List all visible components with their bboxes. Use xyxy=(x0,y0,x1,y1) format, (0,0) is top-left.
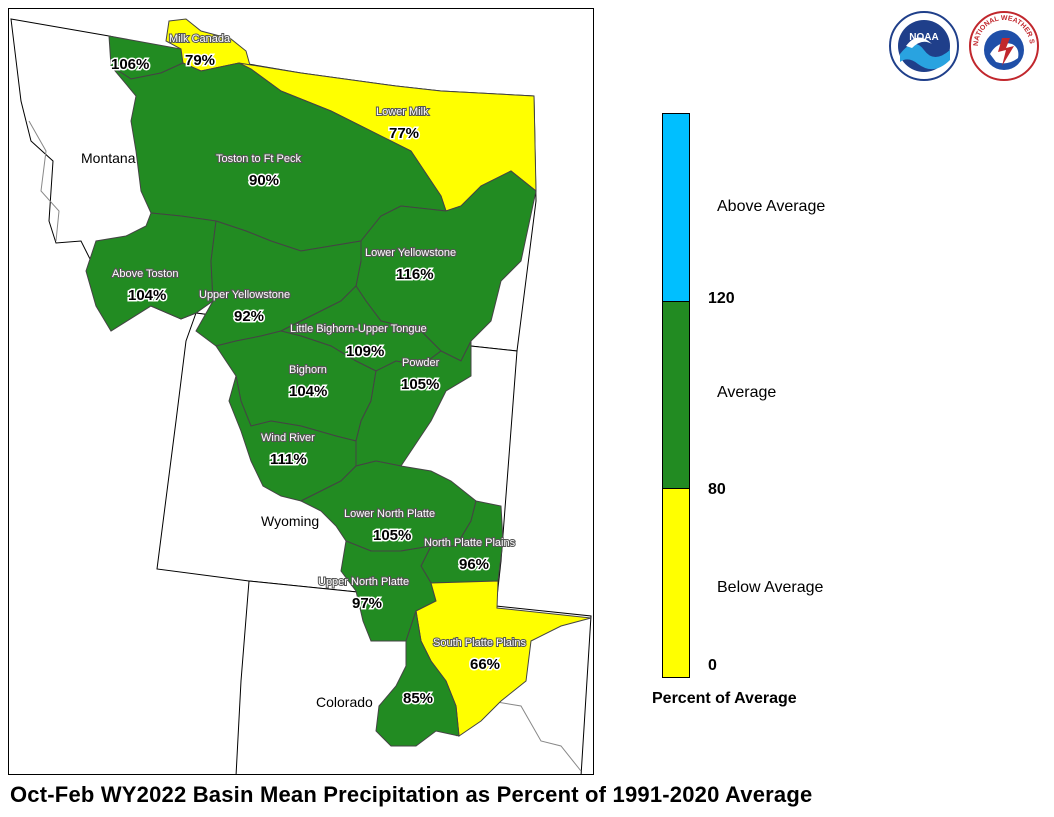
basins-layer xyxy=(85,18,592,747)
legend-above-swatch xyxy=(663,114,689,301)
basin-name-label: Upper North Platte xyxy=(318,576,409,588)
map-frame: Montana Wyoming Colorado 106% Milk Canad… xyxy=(8,8,594,775)
basin-pct-label: 105% xyxy=(373,527,411,544)
basin-pct-label: 104% xyxy=(128,287,166,304)
basin-pct-label: 105% xyxy=(401,376,439,393)
basin-polygon xyxy=(355,340,472,467)
basin-name-label: Toston to Ft Peck xyxy=(216,153,301,165)
noaa-logo: NOAA xyxy=(888,10,960,82)
basin-pct-label: 90% xyxy=(249,172,279,189)
basin-pct-label: 96% xyxy=(459,556,489,573)
legend-average-swatch xyxy=(663,301,689,489)
legend-label-below: Below Average xyxy=(717,579,824,596)
basin-pct-label: 77% xyxy=(389,125,419,142)
basin-polygon xyxy=(375,610,460,747)
basin-pct-label: 104% xyxy=(289,383,327,400)
state-label-wyoming: Wyoming xyxy=(261,513,319,529)
basin-map: Montana Wyoming Colorado 106% Milk Canad… xyxy=(10,18,592,774)
basin-pct-label: 116% xyxy=(396,266,434,283)
state-label-colorado: Colorado xyxy=(316,694,373,710)
basin-pct-label: 92% xyxy=(234,308,264,325)
nws-logo: NATIONAL WEATHER SERVICE xyxy=(965,5,1040,82)
legend-tick-120: 120 xyxy=(708,290,735,307)
basin-pct-label: 85% xyxy=(403,690,433,707)
legend-label-average: Average xyxy=(717,384,777,401)
basin-pct-label: 106% xyxy=(111,56,149,73)
basin-pct-label: 111% xyxy=(270,451,307,468)
basin-name-label: Lower North Platte xyxy=(344,508,435,520)
legend-tick-0: 0 xyxy=(708,657,717,674)
map-title: Oct-Feb WY2022 Basin Mean Precipitation … xyxy=(10,782,813,807)
basin-name-label: Powder xyxy=(402,357,440,369)
basin-name-label: North Platte Plains xyxy=(424,537,516,549)
basin-name-label: Wind River xyxy=(261,432,315,444)
basin-pct-label: 97% xyxy=(352,595,382,612)
basin-name-label: Above Toston xyxy=(112,268,178,280)
basin-pct-label: 79% xyxy=(185,52,215,69)
basin-name-label: Bighorn xyxy=(289,364,327,376)
basin-name-label: Milk Canada xyxy=(169,33,231,45)
legend-title: Percent of Average xyxy=(652,690,797,707)
legend-color-bar xyxy=(662,113,690,678)
basin-pct-label: 66% xyxy=(470,656,500,673)
noaa-logo-text: NOAA xyxy=(909,32,938,43)
basin-name-label: South Platte Plains xyxy=(433,637,526,649)
basin-pct-label: 109% xyxy=(346,343,384,360)
legend-tick-80: 80 xyxy=(708,481,726,498)
state-label-montana: Montana xyxy=(81,150,136,166)
basin-labels: 106% Milk Canada 79% Lower Milk 77% Tost… xyxy=(110,32,528,709)
basin-name-label: Lower Milk xyxy=(376,106,429,118)
basin-name-label: Upper Yellowstone xyxy=(199,289,290,301)
legend-label-above: Above Average xyxy=(717,198,826,215)
basin-name-label: Lower Yellowstone xyxy=(365,247,456,259)
legend-below-swatch xyxy=(663,489,689,677)
basin-name-label: Little Bighorn-Upper Tongue xyxy=(290,323,427,335)
